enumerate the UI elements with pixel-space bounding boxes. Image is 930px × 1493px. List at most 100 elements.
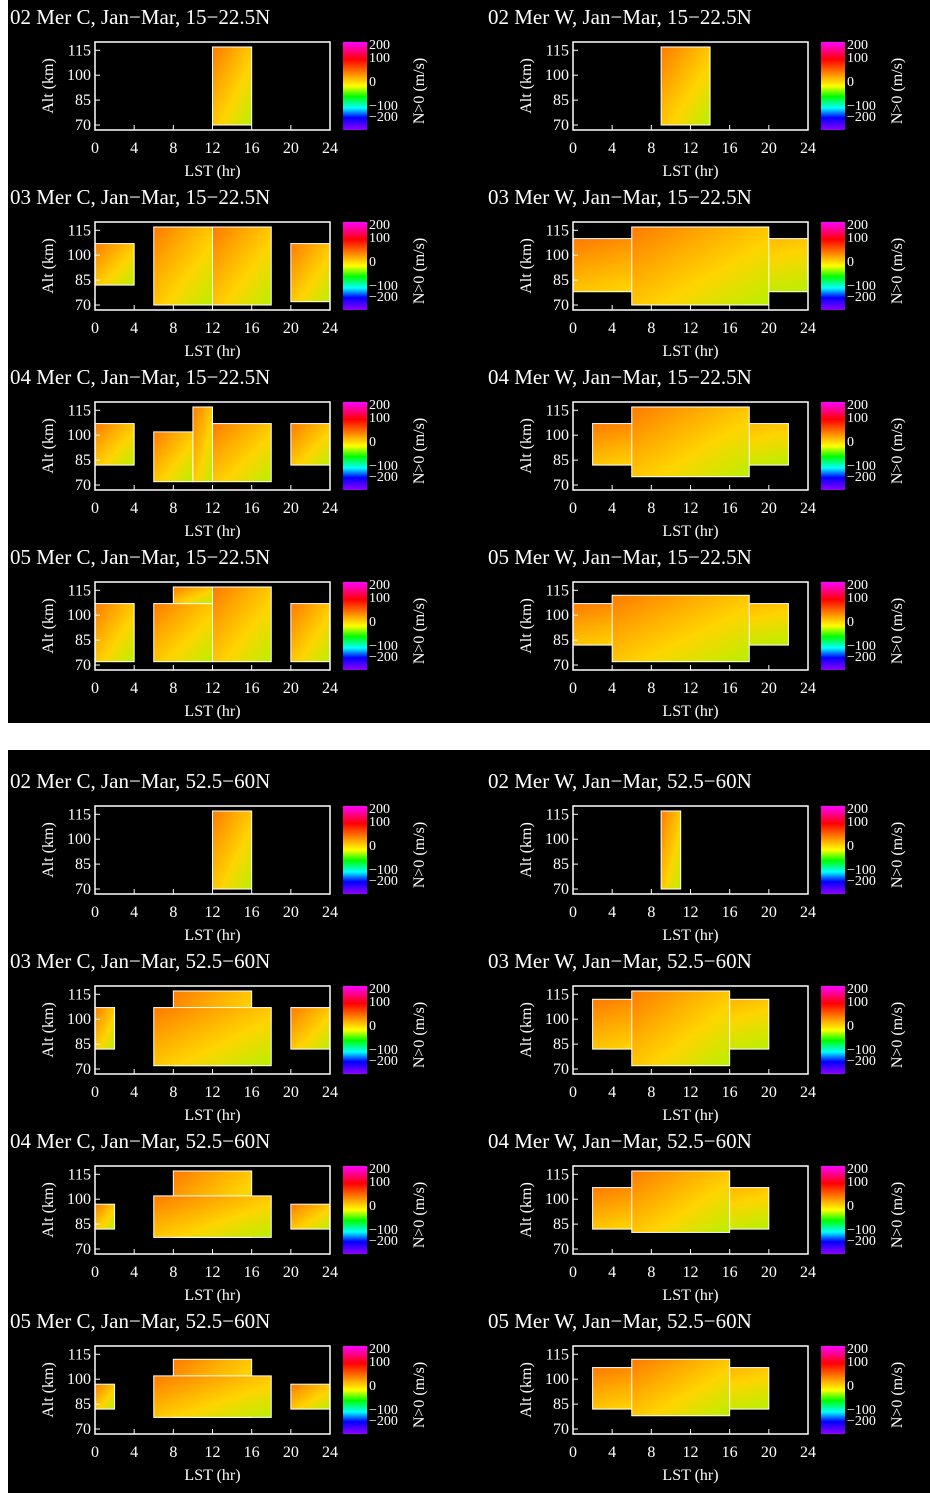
colorbar-tick-label: 0 — [847, 75, 854, 90]
field-patch — [154, 1376, 272, 1418]
x-tick-label: 4 — [608, 680, 616, 697]
field-patch — [95, 244, 134, 286]
colorbar — [821, 402, 845, 490]
x-tick-label: 20 — [761, 904, 777, 921]
x-tick-label: 20 — [761, 320, 777, 337]
colorbar-tick-label: 100 — [369, 815, 390, 830]
x-tick-label: 20 — [761, 1084, 777, 1101]
y-tick-label: 85 — [553, 92, 569, 109]
x-tick-label: 4 — [130, 904, 138, 921]
x-tick-label: 16 — [722, 1084, 738, 1101]
x-tick-label: 16 — [244, 320, 260, 337]
colorbar-label: N>0 (m/s) — [889, 1182, 906, 1248]
y-tick-label: 70 — [75, 881, 91, 898]
colorbar — [343, 582, 367, 670]
colorbar-label: N>0 (m/s) — [411, 1002, 428, 1068]
y-tick-label: 85 — [75, 1216, 91, 1233]
x-tick-label: 0 — [569, 1444, 577, 1461]
x-axis-label: LST (hr) — [184, 343, 240, 360]
y-tick-label: 70 — [553, 881, 569, 898]
x-tick-label: 0 — [91, 1084, 99, 1101]
y-tick-label: 85 — [75, 272, 91, 289]
colorbar — [821, 986, 845, 1074]
x-tick-label: 4 — [130, 320, 138, 337]
y-tick-label: 100 — [67, 427, 91, 444]
y-axis-label: Alt (km) — [40, 822, 57, 878]
x-tick-label: 20 — [283, 1444, 299, 1461]
background-top — [8, 0, 930, 723]
colorbar-label: N>0 (m/s) — [889, 58, 906, 124]
x-tick-label: 12 — [683, 1444, 699, 1461]
x-tick-label: 8 — [169, 1264, 177, 1281]
y-tick-label: 85 — [553, 452, 569, 469]
x-tick-label: 12 — [683, 904, 699, 921]
colorbar — [821, 582, 845, 670]
x-tick-label: 8 — [169, 1084, 177, 1101]
y-tick-label: 115 — [546, 806, 569, 823]
y-tick-label: 115 — [68, 402, 91, 419]
y-tick-label: 115 — [546, 986, 569, 1003]
colorbar-tick-label: −200 — [369, 1414, 398, 1429]
x-tick-label: 4 — [608, 320, 616, 337]
colorbar-tick-label: −200 — [847, 1414, 876, 1429]
x-tick-label: 8 — [169, 904, 177, 921]
colorbar-tick-label: −200 — [369, 110, 398, 125]
x-tick-label: 12 — [683, 1264, 699, 1281]
colorbar-tick-label: 0 — [369, 839, 376, 854]
y-tick-label: 115 — [68, 1166, 91, 1183]
colorbar-tick-label: −200 — [847, 1234, 876, 1249]
y-tick-label: 115 — [546, 1346, 569, 1363]
field-patch — [154, 227, 213, 305]
y-tick-label: 100 — [545, 831, 569, 848]
x-tick-label: 20 — [283, 1264, 299, 1281]
x-tick-label: 0 — [91, 500, 99, 517]
y-axis-label: Alt (km) — [40, 598, 57, 654]
y-tick-label: 100 — [67, 607, 91, 624]
y-tick-label: 100 — [67, 1371, 91, 1388]
x-tick-label: 24 — [800, 680, 816, 697]
field-patch — [632, 991, 730, 1066]
y-axis-label: Alt (km) — [40, 418, 57, 474]
field-patch — [213, 47, 252, 125]
colorbar-tick-label: 0 — [847, 615, 854, 630]
y-tick-label: 70 — [553, 1061, 569, 1078]
colorbar-tick-label: 0 — [847, 1199, 854, 1214]
y-tick-label: 115 — [68, 222, 91, 239]
x-tick-label: 16 — [244, 1264, 260, 1281]
x-tick-label: 8 — [647, 500, 655, 517]
y-tick-label: 70 — [75, 1061, 91, 1078]
y-tick-label: 85 — [553, 272, 569, 289]
y-axis-label: Alt (km) — [40, 1362, 57, 1418]
field-patch — [612, 595, 749, 661]
x-tick-label: 8 — [169, 320, 177, 337]
field-patch — [632, 1359, 730, 1415]
colorbar-label: N>0 (m/s) — [411, 418, 428, 484]
y-tick-label: 100 — [545, 247, 569, 264]
colorbar-tick-label: 100 — [847, 995, 868, 1010]
x-tick-label: 24 — [322, 1264, 338, 1281]
y-tick-label: 85 — [553, 1216, 569, 1233]
field-patch — [213, 811, 252, 889]
y-tick-label: 115 — [68, 806, 91, 823]
y-axis-label: Alt (km) — [518, 1182, 535, 1238]
x-axis-label: LST (hr) — [662, 703, 718, 720]
y-tick-label: 100 — [545, 1371, 569, 1388]
colorbar-tick-label: −200 — [847, 290, 876, 305]
y-tick-label: 85 — [75, 632, 91, 649]
y-tick-label: 85 — [75, 1036, 91, 1053]
colorbar-tick-label: 100 — [847, 231, 868, 246]
y-tick-label: 85 — [75, 452, 91, 469]
field-patch — [213, 424, 272, 482]
x-tick-label: 0 — [91, 904, 99, 921]
x-tick-label: 4 — [608, 1444, 616, 1461]
x-tick-label: 12 — [205, 500, 221, 517]
y-tick-label: 70 — [553, 1421, 569, 1438]
x-tick-label: 16 — [244, 1084, 260, 1101]
y-tick-label: 115 — [68, 986, 91, 1003]
x-tick-label: 12 — [205, 1264, 221, 1281]
colorbar-tick-label: 0 — [369, 1019, 376, 1034]
x-tick-label: 12 — [205, 140, 221, 157]
colorbar-tick-label: 100 — [369, 1355, 390, 1370]
x-axis-label: LST (hr) — [184, 703, 240, 720]
field-patch — [291, 424, 330, 466]
